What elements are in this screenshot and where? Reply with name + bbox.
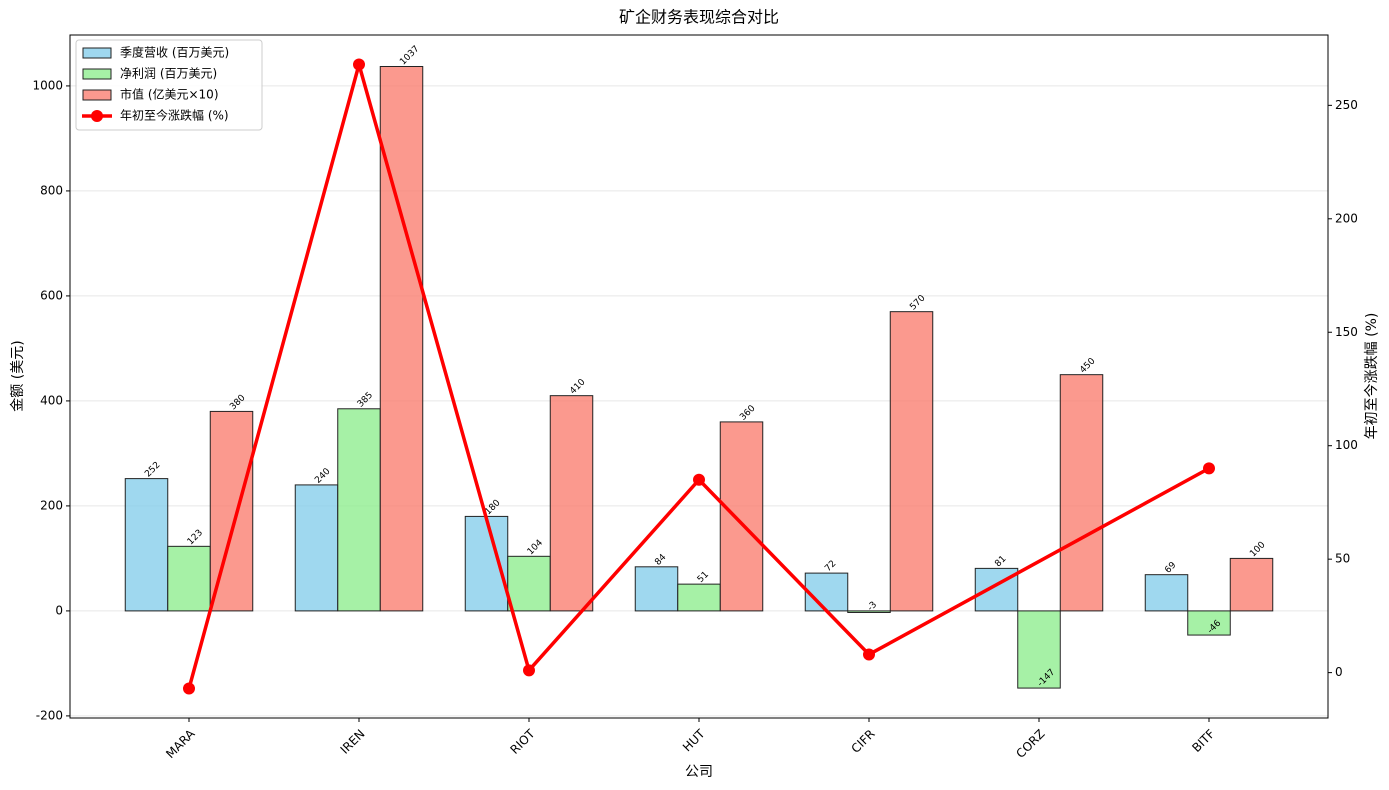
line-marker [693, 473, 705, 486]
y-tick-label: 800 [40, 183, 63, 197]
line-marker [183, 682, 195, 695]
line [187, 62, 1210, 689]
y2-tick-label: 200 [1335, 211, 1358, 225]
y-tick-label: -200 [36, 708, 63, 722]
bar [889, 311, 934, 612]
y2-tick-label: 50 [1335, 552, 1350, 566]
y-tick-label: 600 [40, 288, 63, 302]
value-label: 380 [228, 393, 247, 412]
bar [167, 545, 211, 612]
bar [1017, 610, 1061, 689]
legend-swatch [82, 68, 112, 80]
value-label: 385 [356, 390, 375, 409]
plot-frame [69, 34, 1329, 719]
bar [294, 484, 339, 612]
line-marker [353, 58, 365, 71]
bar [507, 555, 551, 612]
x-tick-label: CIFR [848, 727, 877, 756]
bar [1229, 557, 1274, 612]
y2-tick-label: 150 [1335, 325, 1358, 339]
bar [1059, 374, 1104, 612]
bar [1144, 574, 1189, 612]
y2-tick-label: 250 [1335, 98, 1358, 112]
y2-tick-label: 100 [1335, 438, 1358, 452]
y2-tick-label: 0 [1335, 665, 1343, 679]
x-tick-label: HUT [680, 726, 708, 754]
bar [1187, 610, 1231, 636]
legend-swatch [82, 47, 112, 59]
y-tick-label: 200 [40, 498, 63, 512]
value-label: 450 [1078, 356, 1097, 375]
x-tick-label: CORZ [1013, 727, 1047, 761]
legend-label: 年初至今涨跌幅 (%) [120, 108, 229, 123]
line-marker [523, 664, 535, 677]
bar [634, 566, 679, 612]
value-label: 410 [568, 377, 587, 396]
value-label: 252 [143, 460, 162, 479]
line-marker [863, 648, 875, 661]
x-tick-label: IREN [338, 727, 368, 757]
bar [719, 421, 764, 612]
legend-swatch [82, 89, 112, 101]
bar [464, 515, 509, 612]
value-label: 84 [653, 552, 668, 567]
value-label: 360 [738, 403, 757, 422]
x-tick-label: MARA [163, 726, 198, 761]
y-axis-label: 金额 (美元) [10, 340, 26, 411]
legend-label: 市值 (亿美元×10) [120, 87, 219, 102]
value-label: 51 [696, 570, 711, 585]
value-label: 81 [993, 554, 1008, 569]
bar [804, 572, 849, 612]
bar [379, 65, 424, 612]
bar [549, 395, 594, 612]
x-tick-label: RIOT [507, 726, 538, 757]
legend-label: 季度营收 (百万美元) [120, 45, 229, 60]
x-tick-label: BITF [1189, 727, 1217, 755]
legend-box [75, 39, 263, 131]
legend: 季度营收 (百万美元) 净利润 (百万美元) 市值 (亿美元×10) 年初至今涨跌幅 … [75, 39, 263, 131]
bar [847, 610, 891, 613]
y-tick-label: 1000 [32, 78, 63, 92]
value-label: 240 [313, 466, 332, 485]
line-marker [1203, 462, 1215, 475]
value-label: 100 [1248, 540, 1267, 559]
bar [124, 478, 169, 612]
value-label: 1037 [398, 44, 421, 67]
y-tick-label: 400 [40, 393, 63, 407]
bar [337, 408, 381, 612]
value-label: 72 [823, 559, 838, 574]
y-tick-label: 0 [55, 603, 63, 617]
chart-title: 矿企财务表现综合对比 [619, 8, 779, 27]
x-axis-label: 公司 [685, 764, 713, 780]
value-label: 104 [526, 538, 545, 557]
bar [677, 583, 721, 612]
value-label: 69 [1163, 560, 1178, 575]
bar [209, 410, 254, 612]
y2-axis-label: 年初至今涨跌幅 (%) [1363, 313, 1380, 440]
legend-label: 净利润 (百万美元) [120, 67, 217, 81]
legend-marker [91, 110, 103, 122]
value-label: 123 [186, 528, 205, 547]
